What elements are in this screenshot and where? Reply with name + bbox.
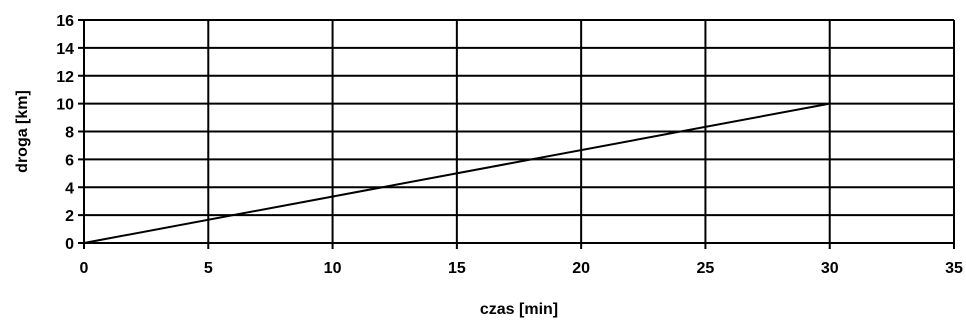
x-tick-label: 35 [945, 260, 963, 277]
y-tick-label: 12 [56, 69, 74, 86]
y-tick-label: 8 [65, 125, 74, 142]
y-axis-title: droga [km] [14, 90, 31, 173]
y-tick-label: 4 [65, 180, 74, 197]
x-tick-label: 20 [572, 260, 590, 277]
x-tick-label: 10 [324, 260, 342, 277]
y-tick-label: 6 [65, 152, 74, 169]
x-axis-title: czas [min] [480, 301, 558, 318]
y-tick-label: 10 [56, 97, 74, 114]
y-tick-label: 16 [56, 13, 74, 30]
series [83, 102, 830, 244]
x-tick-label: 0 [80, 260, 89, 277]
tick-labels: 0 2 4 6 8 10 12 14 16 0 5 10 15 20 25 30 35 [56, 13, 963, 277]
x-tick-label: 30 [821, 260, 839, 277]
series-line [83, 102, 830, 244]
x-tick-label: 15 [448, 260, 466, 277]
y-tick-label: 0 [65, 236, 74, 253]
y-tick-label: 2 [65, 208, 74, 225]
grid [78, 19, 955, 249]
x-tick-label: 5 [204, 260, 213, 277]
x-tick-label: 25 [697, 260, 715, 277]
y-tick-label: 14 [56, 41, 74, 58]
